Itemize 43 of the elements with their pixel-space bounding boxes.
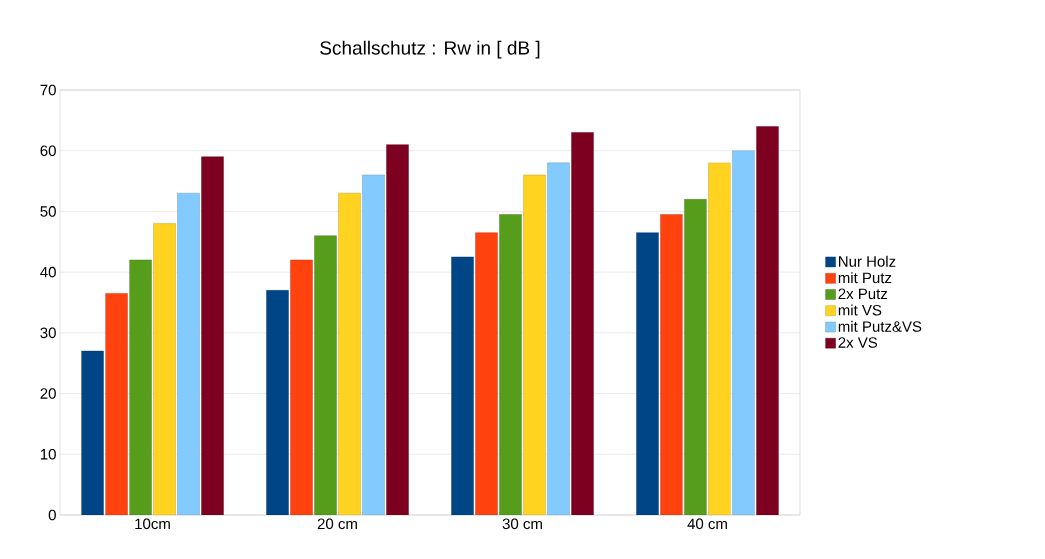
bar [547,162,570,515]
y-tick-label: 0 [48,509,56,521]
bar [81,350,104,515]
bar [266,290,289,515]
bar [153,223,176,515]
bar [314,235,337,515]
y-tick-label: 60 [40,145,56,157]
chart-title: Schallschutz : Rw in [ dB ] [320,40,540,59]
y-tick-label: 30 [40,327,56,339]
bar [201,156,224,515]
x-tick-label: 20 cm [317,518,357,530]
legend-label: 2x VS [838,337,878,348]
bar [451,256,474,515]
bar [660,214,683,515]
bar [386,144,409,515]
bar [732,150,755,515]
y-tick-label: 10 [40,448,56,460]
y-tick-label: 40 [40,266,56,278]
legend-label: 2x Putz [838,288,888,300]
bar [362,174,385,515]
x-tick-label: 10cm [135,518,170,530]
bar [129,259,152,515]
bar [105,293,128,515]
y-tick-label: 70 [40,84,56,96]
bar [338,193,361,515]
bar [290,259,313,515]
bar [475,232,498,515]
legend-label: mit Putz [838,272,892,284]
legend-label: mit Putz&VS [838,320,922,332]
bar [571,132,594,515]
x-tick-label: 30 cm [502,518,542,530]
bar [499,214,522,515]
legend-label: Nur Holz [839,255,896,267]
y-tick-label: 50 [40,206,56,217]
bar [636,232,659,515]
bar [756,126,779,515]
x-tick-label: 40 cm [687,518,727,530]
bar [708,162,731,515]
legend-label: mit VS [838,304,882,316]
bar [684,199,707,515]
bar [523,174,546,515]
y-tick-label: 20 [40,388,56,399]
bar [177,193,200,515]
